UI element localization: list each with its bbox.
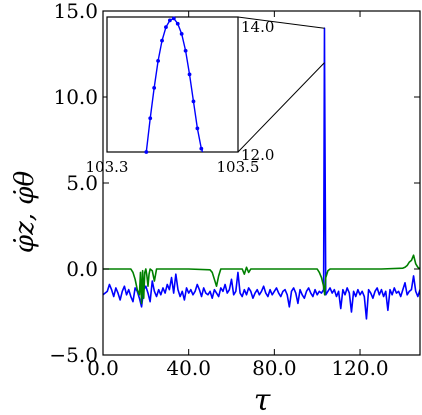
inset-point (175, 21, 180, 26)
inset-point (183, 48, 188, 53)
x-axis-label: τ (254, 383, 271, 415)
inset-point (156, 58, 160, 63)
inset-point (171, 16, 176, 21)
inset-point (187, 72, 192, 77)
series-line-0 (103, 27, 420, 320)
y-tick-label: 15.0 (53, 0, 98, 23)
inset-point (179, 31, 184, 36)
inset-point (160, 38, 164, 43)
y-tick-label: −5.0 (49, 343, 98, 367)
inset-x-tick-label: 103.3 (86, 158, 129, 176)
inset-point (152, 85, 157, 90)
y-tick-label: 10.0 (53, 85, 98, 109)
inset-point (148, 116, 153, 121)
inset-x-tick-label: 103.5 (217, 158, 260, 176)
y-tick-label: 5.0 (66, 171, 98, 195)
inset-point (191, 99, 196, 104)
series-line-1 (103, 254, 420, 305)
x-tick-label: 80.0 (252, 356, 297, 380)
inset-point (199, 146, 204, 151)
y-axis-label: φ̇z, φ̇θ (10, 171, 40, 254)
x-tick-label: 40.0 (166, 356, 211, 380)
inset-frame (106, 16, 239, 153)
zoom-line-top (237, 16, 325, 29)
inset-y-tick-label: 14.0 (241, 18, 274, 36)
inset-plot: 103.3 103.5 14.0 12.0 (86, 16, 274, 176)
inset-series-line (145, 17, 204, 152)
x-tick-label: 0.0 (87, 356, 119, 380)
zoom-connector-lines (237, 16, 325, 153)
main-ticks: 0.0 40.0 80.0 120.0−5.00.05.010.015.0 (49, 0, 420, 380)
x-tick-label: 120.0 (331, 356, 388, 380)
inset-point (164, 25, 168, 30)
inset-point (167, 18, 172, 23)
y-tick-label: 0.0 (66, 257, 98, 281)
inset-point (144, 150, 149, 154)
zoom-line-bottom (237, 62, 325, 153)
inset-point (195, 126, 200, 131)
inset-y-tick-label: 12.0 (241, 146, 274, 164)
